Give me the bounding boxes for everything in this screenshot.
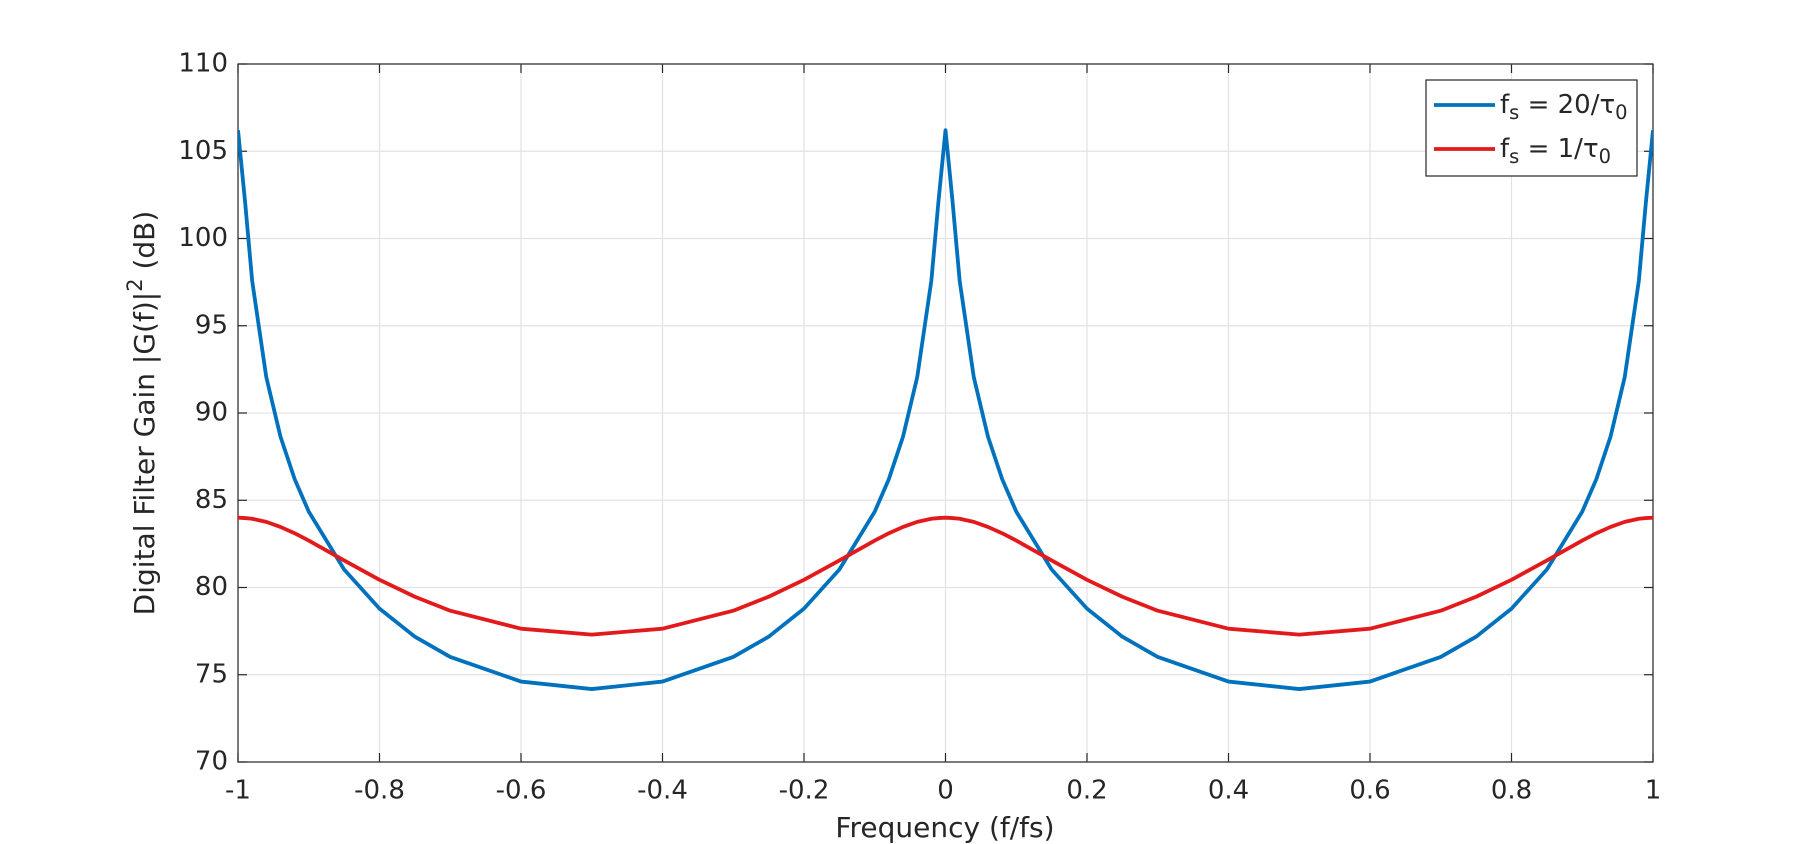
y-tick-label: 80 (195, 572, 228, 602)
y-tick-label: 90 (195, 398, 228, 428)
legend-label: fs = 1/τ0 (1500, 134, 1611, 168)
y-tick-label: 110 (178, 49, 228, 79)
x-axis-label: Frequency (f/fs) (835, 811, 1054, 844)
x-tick-label: 0.4 (1208, 776, 1249, 806)
y-tick-label: 75 (195, 659, 228, 689)
x-tick-label: 0 (937, 776, 954, 806)
x-tick-label: 1 (1645, 776, 1662, 806)
x-tick-label: -0.4 (637, 776, 688, 806)
x-tick-label: 0.6 (1349, 776, 1390, 806)
y-axis-label: Digital Filter Gain |G(f)|2 (dB) (123, 211, 161, 616)
y-tick-label: 95 (195, 310, 228, 340)
x-tick-label: 0.2 (1066, 776, 1107, 806)
legend-box (1425, 79, 1638, 177)
y-tick-label: 105 (178, 136, 228, 166)
y-tick-label: 85 (195, 485, 228, 515)
x-tick-label: -0.2 (779, 776, 830, 806)
x-tick-label: -0.6 (496, 776, 547, 806)
y-tick-label: 70 (195, 747, 228, 777)
data-line (238, 128, 1653, 691)
y-tick-label: 100 (178, 223, 228, 253)
x-tick-label: -0.8 (354, 776, 405, 806)
x-tick-label: -1 (225, 776, 251, 806)
x-tick-label: 0.8 (1491, 776, 1532, 806)
legend-label: fs = 20/τ0 (1500, 90, 1628, 124)
data-line (238, 515, 1653, 637)
plot-frame (237, 63, 1654, 763)
